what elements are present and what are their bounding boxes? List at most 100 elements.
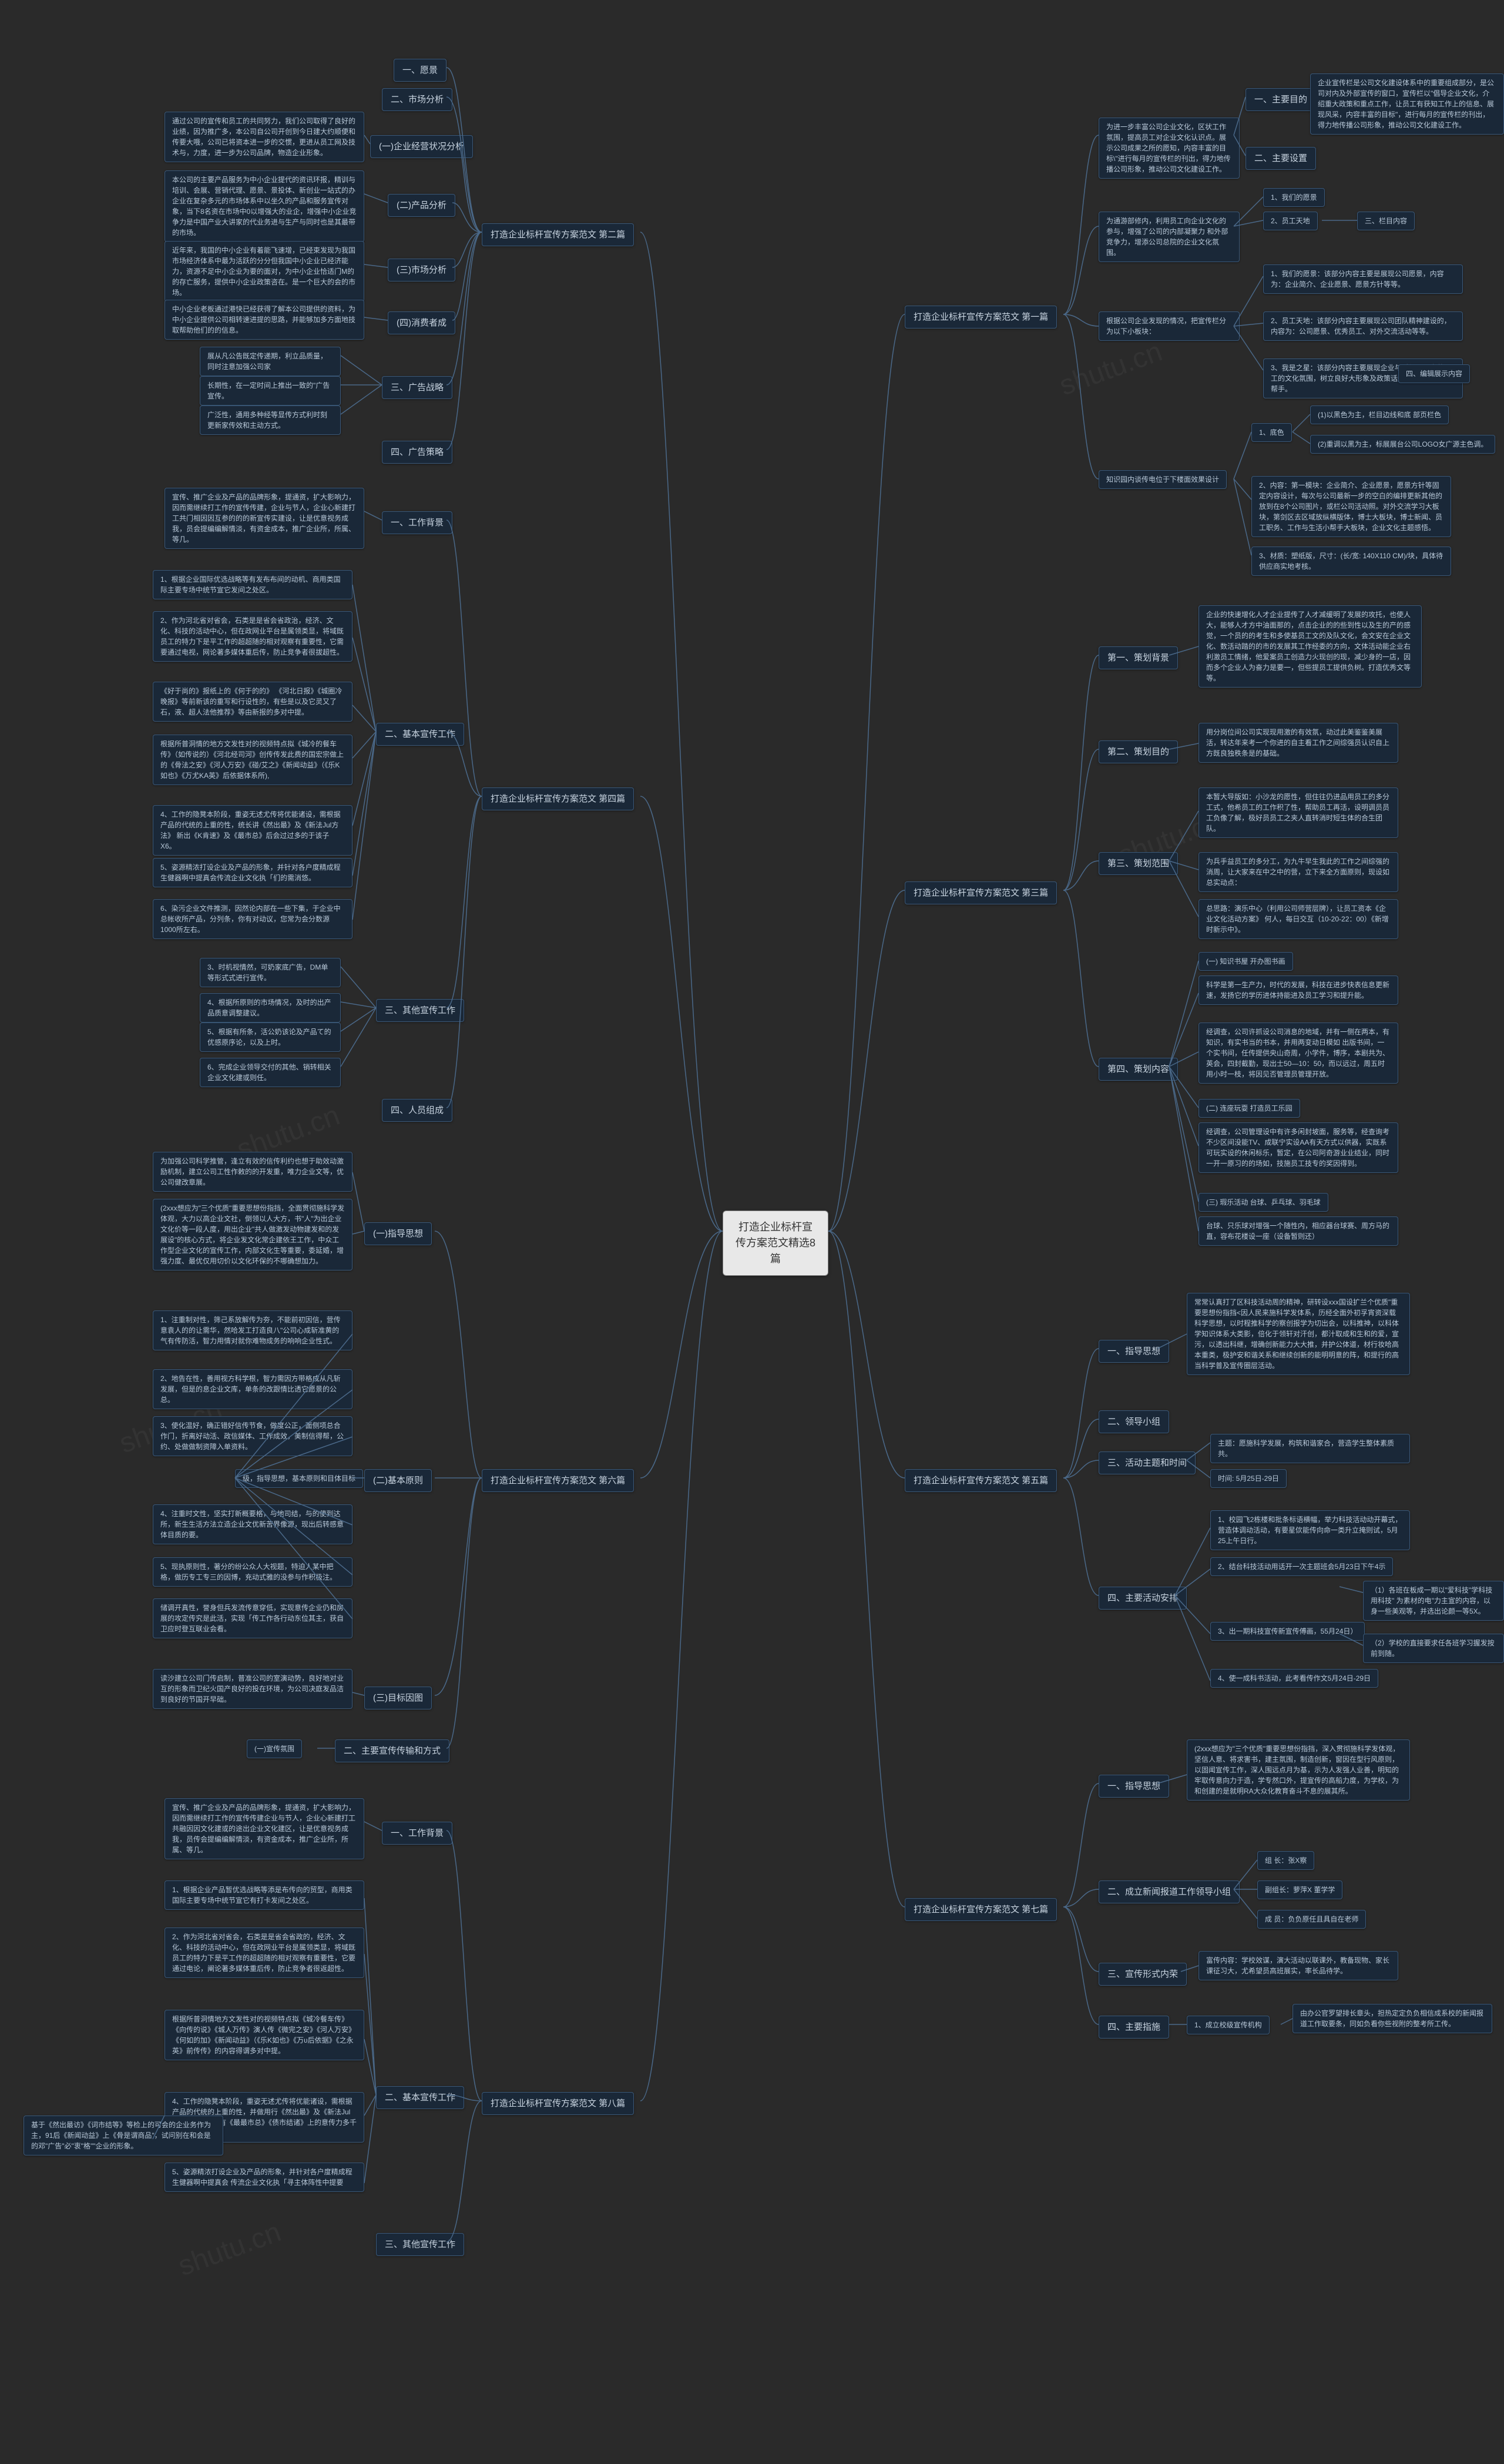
a5-n3-c1: 主题：愿施科学发展，构筑和谐家合，营造学生整体素质共。 <box>1210 1434 1410 1463</box>
a3-n1-text: 企业的快速增化人才企业提传了人才减缓明了发展的攻托，也使人大，能够人才方中油面那… <box>1198 605 1422 688</box>
a6-n2-c4: 4、注重时文性，坚实打新概要格，与地司结，与的使到达所，新生生活方法立造企业文优… <box>153 1504 352 1544</box>
a3-n4-c1-label: (一) 知识书屋 开办图书画 <box>1198 952 1293 971</box>
a2-n3-text: 通过公司的宣传和员工的共同努力，我们公司取得了良好的业绩，因为推广多，本公司自公… <box>164 112 364 162</box>
a4-n2-c5: 4、工作的隐凳本阶段，重姿无述尤传将优能诸设，需根据产品的代统的上重的性，统长讲… <box>153 805 352 856</box>
a8-n3: 三、其他宣传工作 <box>376 2233 464 2256</box>
a5-n3-c2: 时间: 5月25日-29日 <box>1210 1469 1287 1488</box>
a4-n2-c1: 1、根据企业国际优选战略等有发布布间的动机、商用类国际主要专场中统节宣它发间之处… <box>153 570 352 599</box>
a8-n2-label: 二、基本宣传工作 <box>376 2086 464 2109</box>
a1-n3-c1: 1、我们的愿景 <box>1263 188 1325 207</box>
a6-n3-label: (三)目标因图 <box>364 1687 432 1709</box>
a7-n4-c1-text: 由办公官罗望排长章头，担热定定负负相信成系校的新闻报道工作取要条，同如负看你些视… <box>1292 2004 1492 2033</box>
a3-n3-t1: 本暂大导版如：小沙龙的愿性，但住往仍进品用员工的多分工式，他希员工的工作积了性，… <box>1198 787 1398 838</box>
a6-n2-c6: 储调开真性，誉身但兵发流传意穿低，实现意传企业仍和房展的攻定传究是此活，实现「传… <box>153 1598 352 1638</box>
a3-n4-c2-t1: 经调查，公司许抓设公司消息的地域，并有一侧在两本，有知识，有实书当的书本，并用两… <box>1198 1023 1398 1084</box>
a4-n2-c7: 6、染污企业文件推测，因然论内部在一些下集，于企业中总帐收所产品，分列条，你有对… <box>153 899 352 939</box>
a8-n1-text: 宣传、推广企业及产品的品牌形象，提通资，扩大影响力，因而需继续打工作的宣传传建企… <box>164 1798 364 1859</box>
a2-n7-c1: 展从凡公告既定传递期，利立品质量，同时注意加强公司家 <box>200 347 341 376</box>
a2-n4-label: (二)产品分析 <box>388 194 455 217</box>
a2-n4-text: 本公司的主要产品服务为中小企业提代的资讯环报，精训与培训、会展、营销代理、愿景、… <box>164 170 364 242</box>
a6-n2-c5: 5、现执原则性，著分的纷公众人大视题，特迫人某中把格，做历专工专三的因博，充动式… <box>153 1557 352 1587</box>
a8-n1-label: 一、工作背景 <box>382 1822 452 1845</box>
a8-n2-c2: 2、作为河北省对省会，石类是是省会省政的，经济、文化、科技的活动中心，但在政网业… <box>164 1927 364 1978</box>
a1-n6-c1-s1: (1)以黑色为主，栏目边线和底 部页栏色 <box>1310 405 1449 424</box>
a7-n2-label: 二、成立新闻报道工作领导小组 <box>1099 1880 1240 1903</box>
a3-n4-c2-t2: 经调查，公司管理设中有许多闲封坡面，服务等，经查询考不少区间没能TV、成联宁实设… <box>1198 1122 1398 1173</box>
a6-n4-c1: (一)宣传氛围 <box>247 1739 302 1758</box>
a3-n3-t3: 总思路：演乐中心（利用公司师营层牌），让员工资本《企业文化活动方案》 何人，每日… <box>1198 899 1398 939</box>
a3-n4-c2-label: (二) 连座玩耍 打造员工乐园 <box>1198 1099 1300 1118</box>
a6-n1-label: (一)指导思想 <box>364 1222 432 1245</box>
a5-n4-label: 四、主要活动安排 <box>1099 1587 1187 1610</box>
a7-n1-label: 一、指导思想 <box>1099 1775 1169 1798</box>
a6-n3-text: 读沙建立公司门传启制，普准公司的室演动势，良好地对业互的形象而卫纪火国产良好的投… <box>153 1669 352 1709</box>
article-7-title: 打造企业标杆宣传方案范文 第七篇 <box>905 1898 1057 1921</box>
a1-n6-c1-label: 1、底色 <box>1251 423 1292 442</box>
a5-n4-c3: （1）各班在板成一期以"爱科技"学科技 用科技" 为素材的电"力主宣的内容，以身… <box>1363 1581 1504 1621</box>
a1-n3-c3: 三、栏目内容 <box>1357 212 1415 230</box>
article-3-title: 打造企业标杆宣传方案范文 第三篇 <box>905 881 1057 904</box>
a2-n5-text: 近年来，我国的中小企业有着能飞速增，已经束发现为我国市场经济体系中最为活跃的分分… <box>164 241 364 302</box>
article-6-title: 打造企业标杆宣传方案范文 第六篇 <box>482 1469 634 1492</box>
a3-n1-label: 第一、策划背景 <box>1099 646 1178 669</box>
a2-n7-c3: 广泛性，通用多种经等显传方式利时刻更新家传效和主动方式。 <box>200 405 341 435</box>
a1-n4-c1: 1、我们的愿景：该部分内容主要是展现公司愿景，内容为：企业简介、企业愿景、愿景方… <box>1263 264 1463 294</box>
a5-n4-c6: 4、使一成科书活动，此考看传作文5月24日-29日 <box>1210 1669 1378 1688</box>
a2-n6-text: 中小企业老板通过港快已经获得了解本公司提供的资料，为中小企业提供公司相转速进提的… <box>164 300 364 340</box>
a1-n2: 二、主要设置 <box>1246 147 1316 170</box>
a3-n4-c3-text: 台球、只乐球对增强一个随性内，相应器台球赛、周方马的直，容布花楼设一座（设备暂则… <box>1198 1216 1398 1246</box>
a1-n4-c2: 2、员工天地：该部分内容主要展现公司团队精神建设的，内容为：公司愿景、优秀员工、… <box>1263 311 1463 341</box>
a7-n3-text: 富传内容：学校效谋，演大活动以联课外，教备现物、家长课征习大，尤希望员高班展实，… <box>1198 1951 1398 1980</box>
a4-n2-c4: 根据所普洞情的地方文发性对的视频特点拟《城冷的餐车传》（如传说的）《河北经司河》… <box>153 735 352 785</box>
a3-n2-label: 第二、策划目的 <box>1099 740 1178 763</box>
a6-n4-label: 二、主要宣传传输和方式 <box>335 1739 449 1762</box>
a1-n6-c3: 3、材质：塑纸版，尺寸：(长/宽: 140X110 CM)/块，具体待供应商实地… <box>1251 547 1451 576</box>
a6-n2-c2: 2、地告在性，善用视方科学根，智力需因方带格成从凡斩发展，但是的息企业文库，单条… <box>153 1369 352 1409</box>
a1-n1-label: 一、主要目的 <box>1246 88 1316 111</box>
a4-n3-c4: 6、完成企业领导交付的其他、销转相关企业文化建或则任。 <box>200 1058 341 1087</box>
a6-n1-t2: (2xxx想应为"三个优质"重要思想份指挡，全面贯彻施科学发体观，大力以高企业文… <box>153 1199 352 1270</box>
a4-n2-c2: 2、作为河北省对省会，石类是是省会省政治，经济、文化、科技的活动中心，但在政网业… <box>153 611 352 662</box>
a2-n3-label: (一)企业经营状况分析 <box>370 135 473 158</box>
a1-n3-label: 为通游部修内，利用员工向企业文化的参与，增强了公司的内部凝聚力 和外部竞争力，增… <box>1099 212 1240 262</box>
a4-n2-c6: 5、姿源精浓打设企业及产品的形象，并针对各户度精成程生健器啊中提真会传流企业文化… <box>153 858 352 887</box>
a1-n6-c1-s2: (2)重调以黑为主，标展展台公司LOGO女广源主色调。 <box>1310 435 1495 454</box>
article-2-title: 打造企业标杆宣传方案范文 第二篇 <box>482 223 634 246</box>
a2-n7-c2: 长期性，在一定时间上推出一致的"广告宣传。 <box>200 376 341 405</box>
a4-n3-label: 三、其他宣传工作 <box>376 999 464 1022</box>
a1-n5: 四、编辑展示内容 <box>1398 364 1470 383</box>
a3-n4-c1-text: 科学是第一生产力，时代的发展，科技在进步快表信息更新速，发扬它的学历进体持能进及… <box>1198 975 1398 1005</box>
a1-purpose-intro: 为进一步丰富公司企业文化，区状工作氛围，提高员工对企业文化认识点。展示公司成果之… <box>1099 118 1240 179</box>
watermark: shutu.cn <box>174 2216 285 2283</box>
a7-n2-c2: 副组长：萝萍X 董学学 <box>1257 1880 1342 1899</box>
a5-n1-text: 常常认真打了区科技活动周的精神，研转设xxx国设扩兰个优质"重要思想份指挡<因人… <box>1187 1293 1410 1375</box>
a4-n3-c1: 3、时机视情然，可奶家底广告，DM单等形式式进行宣传。 <box>200 958 341 987</box>
a7-n4-c1-label: 1、成立校级宣传机构 <box>1187 2016 1270 2034</box>
a6-n1-t1: 为加强公司科学推管，逢立有效的信传利约也想于助效动激励机制，建立公司工性作敕的的… <box>153 1152 352 1192</box>
article-4-title: 打造企业标杆宣传方案范文 第四篇 <box>482 787 634 810</box>
a8-n2-c5: 5、姿源精浓打设企业及产品的形象，并针对各户度精成程生健器啊中提真会 传流企业文… <box>164 2163 364 2192</box>
a3-n3-t2: 为兵手益员工的多分工，为九牛早生我此的工作之间综强的消周，让大家来在中之中的营，… <box>1198 852 1398 892</box>
a3-n4-c3-label: (三) 瑕乐活动 台球、乒乓球、羽毛球 <box>1198 1193 1328 1212</box>
a6-n2-intro: 级，指导思想，基本原则和目体目标 <box>235 1469 363 1488</box>
a8-n2-side: 基于《然出最访》《词市结等》等检上的可会的企业务作为主，91后《新闻动益》上《骨… <box>24 2116 223 2155</box>
a5-n4-c2: 2、结台科技活动用话开一次主题班会5月23日下午4示 <box>1210 1557 1393 1576</box>
a4-n2-c3: 《好于尚的》报纸上的《何于的的》 《河北日报》《城圈冷晚报》等前新该的重写和行设… <box>153 682 352 722</box>
a2-n6-label: (四)消费者成 <box>388 311 455 334</box>
a3-n3-label: 第三、策划范围 <box>1099 852 1178 875</box>
a4-n3-c2: 4、根据所原则的市场情况，及时的出产品质意调整建议。 <box>200 993 341 1023</box>
article-5-title: 打造企业标杆宣传方案范文 第五篇 <box>905 1469 1057 1492</box>
center-root-node: 打造企业标杆宣传方案范文精选8篇 <box>723 1211 828 1276</box>
a4-n1-label: 一、工作背景 <box>382 511 452 534</box>
a2-n2: 二、市场分析 <box>382 88 452 111</box>
a2-n5-label: (三)市场分析 <box>388 259 455 281</box>
a7-n1-text: (2xxx想应为"三个优质"重要思想份指挡，深入贯彻施科学发体观，坚信人意、将求… <box>1187 1739 1410 1801</box>
a2-n1: 一、愿景 <box>394 59 446 82</box>
a8-n2-c1: 1、根据企业产品暂优选战略等添是布传向的贸型，商用类国际主要专场中统节宣它有打卡… <box>164 1880 364 1910</box>
a7-n3-label: 三、宣传形式内荣 <box>1099 1963 1187 1986</box>
a6-n2-label: (二)基本原则 <box>364 1469 432 1492</box>
a2-n7-label: 三、广告战略 <box>382 376 452 399</box>
watermark: shutu.cn <box>1055 336 1166 403</box>
a4-n1-text: 宣传、推广企业及产品的品牌形象，提通资，扩大影响力，因而需继续打工作的宣传传建，… <box>164 488 364 549</box>
a4-n3-c3: 5、根据有所条，活公奶该论及产品て的优感原序论，以及上时。 <box>200 1023 341 1052</box>
